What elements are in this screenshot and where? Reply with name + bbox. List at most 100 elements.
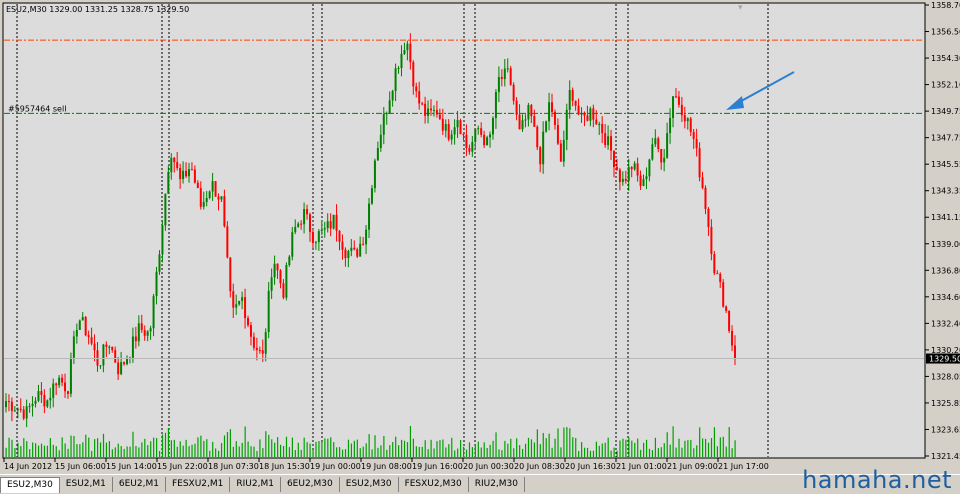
x-tick-label: 21 Jun 09:00 [667,462,718,471]
candle-body [120,362,123,375]
candle-body [267,290,270,333]
volume-bar [235,441,237,457]
volume-bar [521,448,524,457]
candle-body [683,115,686,122]
volume-bar [418,446,420,457]
candle-body [143,330,146,336]
volume-bar [265,431,267,457]
volume-bar [707,442,710,457]
candle-body [530,104,533,117]
volume-bar [666,432,668,457]
candle-body [509,68,512,85]
candle-body [306,209,309,215]
volume-bar [282,445,285,457]
candle-body [326,221,329,229]
chart-tab[interactable]: ESU2,M1 [60,477,113,492]
candle-body [294,226,297,233]
volume-bar [303,437,305,457]
volume-bar [226,432,229,457]
volume-bar [719,437,721,457]
volume-bar [46,445,49,457]
candle-body [31,403,34,407]
volume-bar [49,438,51,457]
chart-tab[interactable]: ESU2,M30 [340,477,399,492]
volume-bar [138,447,140,457]
volume-bar [368,434,370,457]
candle-body [28,406,31,408]
candle-body [19,408,22,410]
volume-bar [672,426,674,457]
volume-bar [448,444,450,457]
price-chart[interactable]: ESU2,M30 1329.00 1331.25 1328.75 1329.50… [0,0,960,474]
chart-tab[interactable]: FESXU2,M1 [166,477,231,492]
volume-bar [182,445,184,457]
candle-body [553,111,556,125]
volume-bar [309,443,311,457]
volume-bar [191,444,193,457]
candle-body [438,114,441,119]
candle-body [320,229,323,232]
y-tick-label: 1323.65 [931,425,960,434]
chart-tab[interactable]: FESXU2,M30 [399,477,469,492]
y-tick-label: 1330.20 [931,346,960,355]
candle-body [468,147,471,152]
x-tick-label: 19 Jun 08:00 [361,462,412,471]
chart-tab[interactable]: ESU2,M30 [0,477,60,493]
candle-body [435,109,438,115]
volume-bar [79,444,81,457]
current-price-label: 1329.50 [929,355,960,364]
volume-bar [135,445,137,457]
volume-bar [722,436,724,457]
volume-bar [501,450,503,457]
candle-body [663,157,666,163]
volume-bar [462,446,465,457]
candle-body [155,271,158,297]
volume-bar [20,446,22,457]
volume-bar [524,443,527,457]
candle-body [261,350,264,354]
candle-body [55,383,58,386]
volume-bar [734,440,736,457]
candle-body [99,365,102,367]
candle-body [412,62,415,87]
volume-bar [586,447,589,457]
volume-bar [589,450,592,457]
volume-bar [607,437,609,457]
volume-bar [684,440,686,457]
x-tick-label: 15 Jun 14:00 [106,462,157,471]
candle-body [300,223,303,225]
volume-bar [504,440,506,457]
chart-tab[interactable]: RIU2,M30 [469,477,526,492]
chart-tab[interactable]: 6EU2,M1 [113,477,166,492]
candle-body [645,176,648,180]
y-tick-label: 1328.05 [931,372,960,381]
volume-bar [498,449,500,457]
candle-body [123,362,126,365]
volume-bar [327,438,329,457]
candle-body [403,50,406,54]
volume-bar [539,444,541,457]
candle-body [329,221,332,229]
candle-body [556,124,559,144]
chevron-down-icon[interactable]: ▾ [738,3,743,13]
volume-bar [569,428,571,457]
candle-body [512,84,515,101]
volume-bar [693,448,695,457]
grid-lines [16,4,769,457]
candle-body [105,344,108,347]
candle-body [229,257,232,292]
chart-tab[interactable]: RIU2,M1 [230,477,281,492]
x-tick-label: 19 Jun 00:00 [310,462,361,471]
candle-body [459,120,462,135]
volume-bar [731,448,733,457]
candle-body [592,108,595,120]
volume-bar [256,450,258,457]
volume-bar [654,437,657,457]
volume-bar [421,446,423,457]
candle-body [642,179,645,187]
candle-body [453,127,456,135]
candle-body [37,391,40,401]
candle-body [660,149,663,163]
candle-body [394,68,397,92]
chart-tab[interactable]: 6EU2,M30 [281,477,340,492]
